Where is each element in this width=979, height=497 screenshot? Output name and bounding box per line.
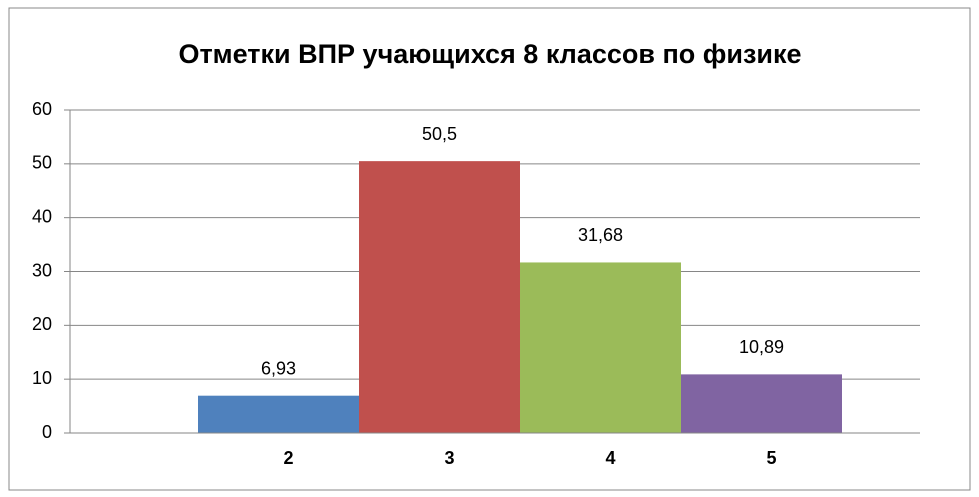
y-tick-label: 10 (32, 368, 52, 388)
bar (198, 395, 359, 433)
y-tick-label: 30 (32, 260, 52, 280)
data-label: 6,93 (261, 358, 296, 378)
bar (520, 262, 681, 433)
chart-title: Отметки ВПР учающихся 8 классов по физик… (178, 39, 801, 69)
y-tick-label: 60 (32, 99, 52, 119)
y-tick-label: 0 (42, 422, 52, 442)
x-tick-label: 2 (283, 448, 293, 468)
y-tick-label: 40 (32, 206, 52, 226)
data-label: 10,89 (739, 337, 784, 357)
data-label: 50,5 (422, 124, 457, 144)
y-tick-label: 20 (32, 314, 52, 334)
bar (359, 161, 520, 433)
x-tick-label: 3 (444, 448, 454, 468)
x-tick-label: 5 (766, 448, 776, 468)
x-tick-label: 4 (605, 448, 615, 468)
data-label: 31,68 (578, 225, 623, 245)
bar (681, 374, 842, 433)
y-tick-label: 50 (32, 153, 52, 173)
